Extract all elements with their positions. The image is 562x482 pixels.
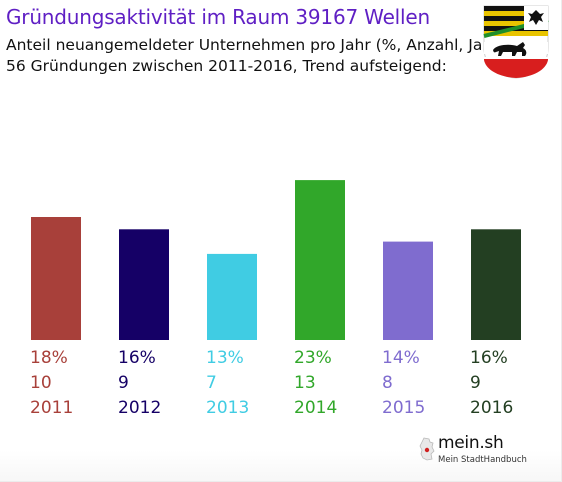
bar-2012: [119, 229, 169, 340]
bar-2011: [31, 217, 81, 340]
year-label-2015: 2015: [382, 398, 426, 418]
count-label-2013: 7: [206, 373, 217, 393]
bar-2013: [207, 253, 257, 340]
year-label-2014: 2014: [294, 398, 338, 418]
percent-label-2012: 16%: [118, 348, 156, 368]
year-label-2012: 2012: [118, 398, 162, 418]
count-label-2016: 9: [470, 373, 481, 393]
count-label-2014: 13: [294, 373, 316, 393]
percent-label-2015: 14%: [382, 348, 420, 368]
coat-of-arms-icon: [483, 5, 549, 79]
percent-label-2011: 18%: [30, 348, 68, 368]
percent-label-2014: 23%: [294, 348, 332, 368]
chart-title: Gründungsaktivität im Raum 39167 Wellen: [6, 5, 430, 29]
bar-2016: [471, 229, 521, 340]
bar-2015: [383, 241, 433, 340]
logo-tagline: Mein StadtHandbuch: [438, 455, 527, 465]
year-label-2011: 2011: [30, 398, 74, 418]
percent-label-2016: 16%: [470, 348, 508, 368]
count-label-2011: 10: [30, 373, 52, 393]
chart-subtitle: Anteil neuangemeldeter Unternehmen pro J…: [6, 36, 505, 54]
chart-summary: 56 Gründungen zwischen 2011-2016, Trend …: [6, 57, 447, 75]
year-label-2016: 2016: [470, 398, 514, 418]
bar-2014: [295, 180, 345, 340]
mein-sh-logo[interactable]: mein.sh Mein StadtHandbuch: [418, 433, 527, 469]
germany-map-icon: [419, 437, 435, 461]
year-label-2013: 2013: [206, 398, 250, 418]
count-label-2012: 9: [118, 373, 129, 393]
logo-name: mein.sh: [438, 433, 504, 453]
count-label-2015: 8: [382, 373, 393, 393]
percent-label-2013: 13%: [206, 348, 244, 368]
